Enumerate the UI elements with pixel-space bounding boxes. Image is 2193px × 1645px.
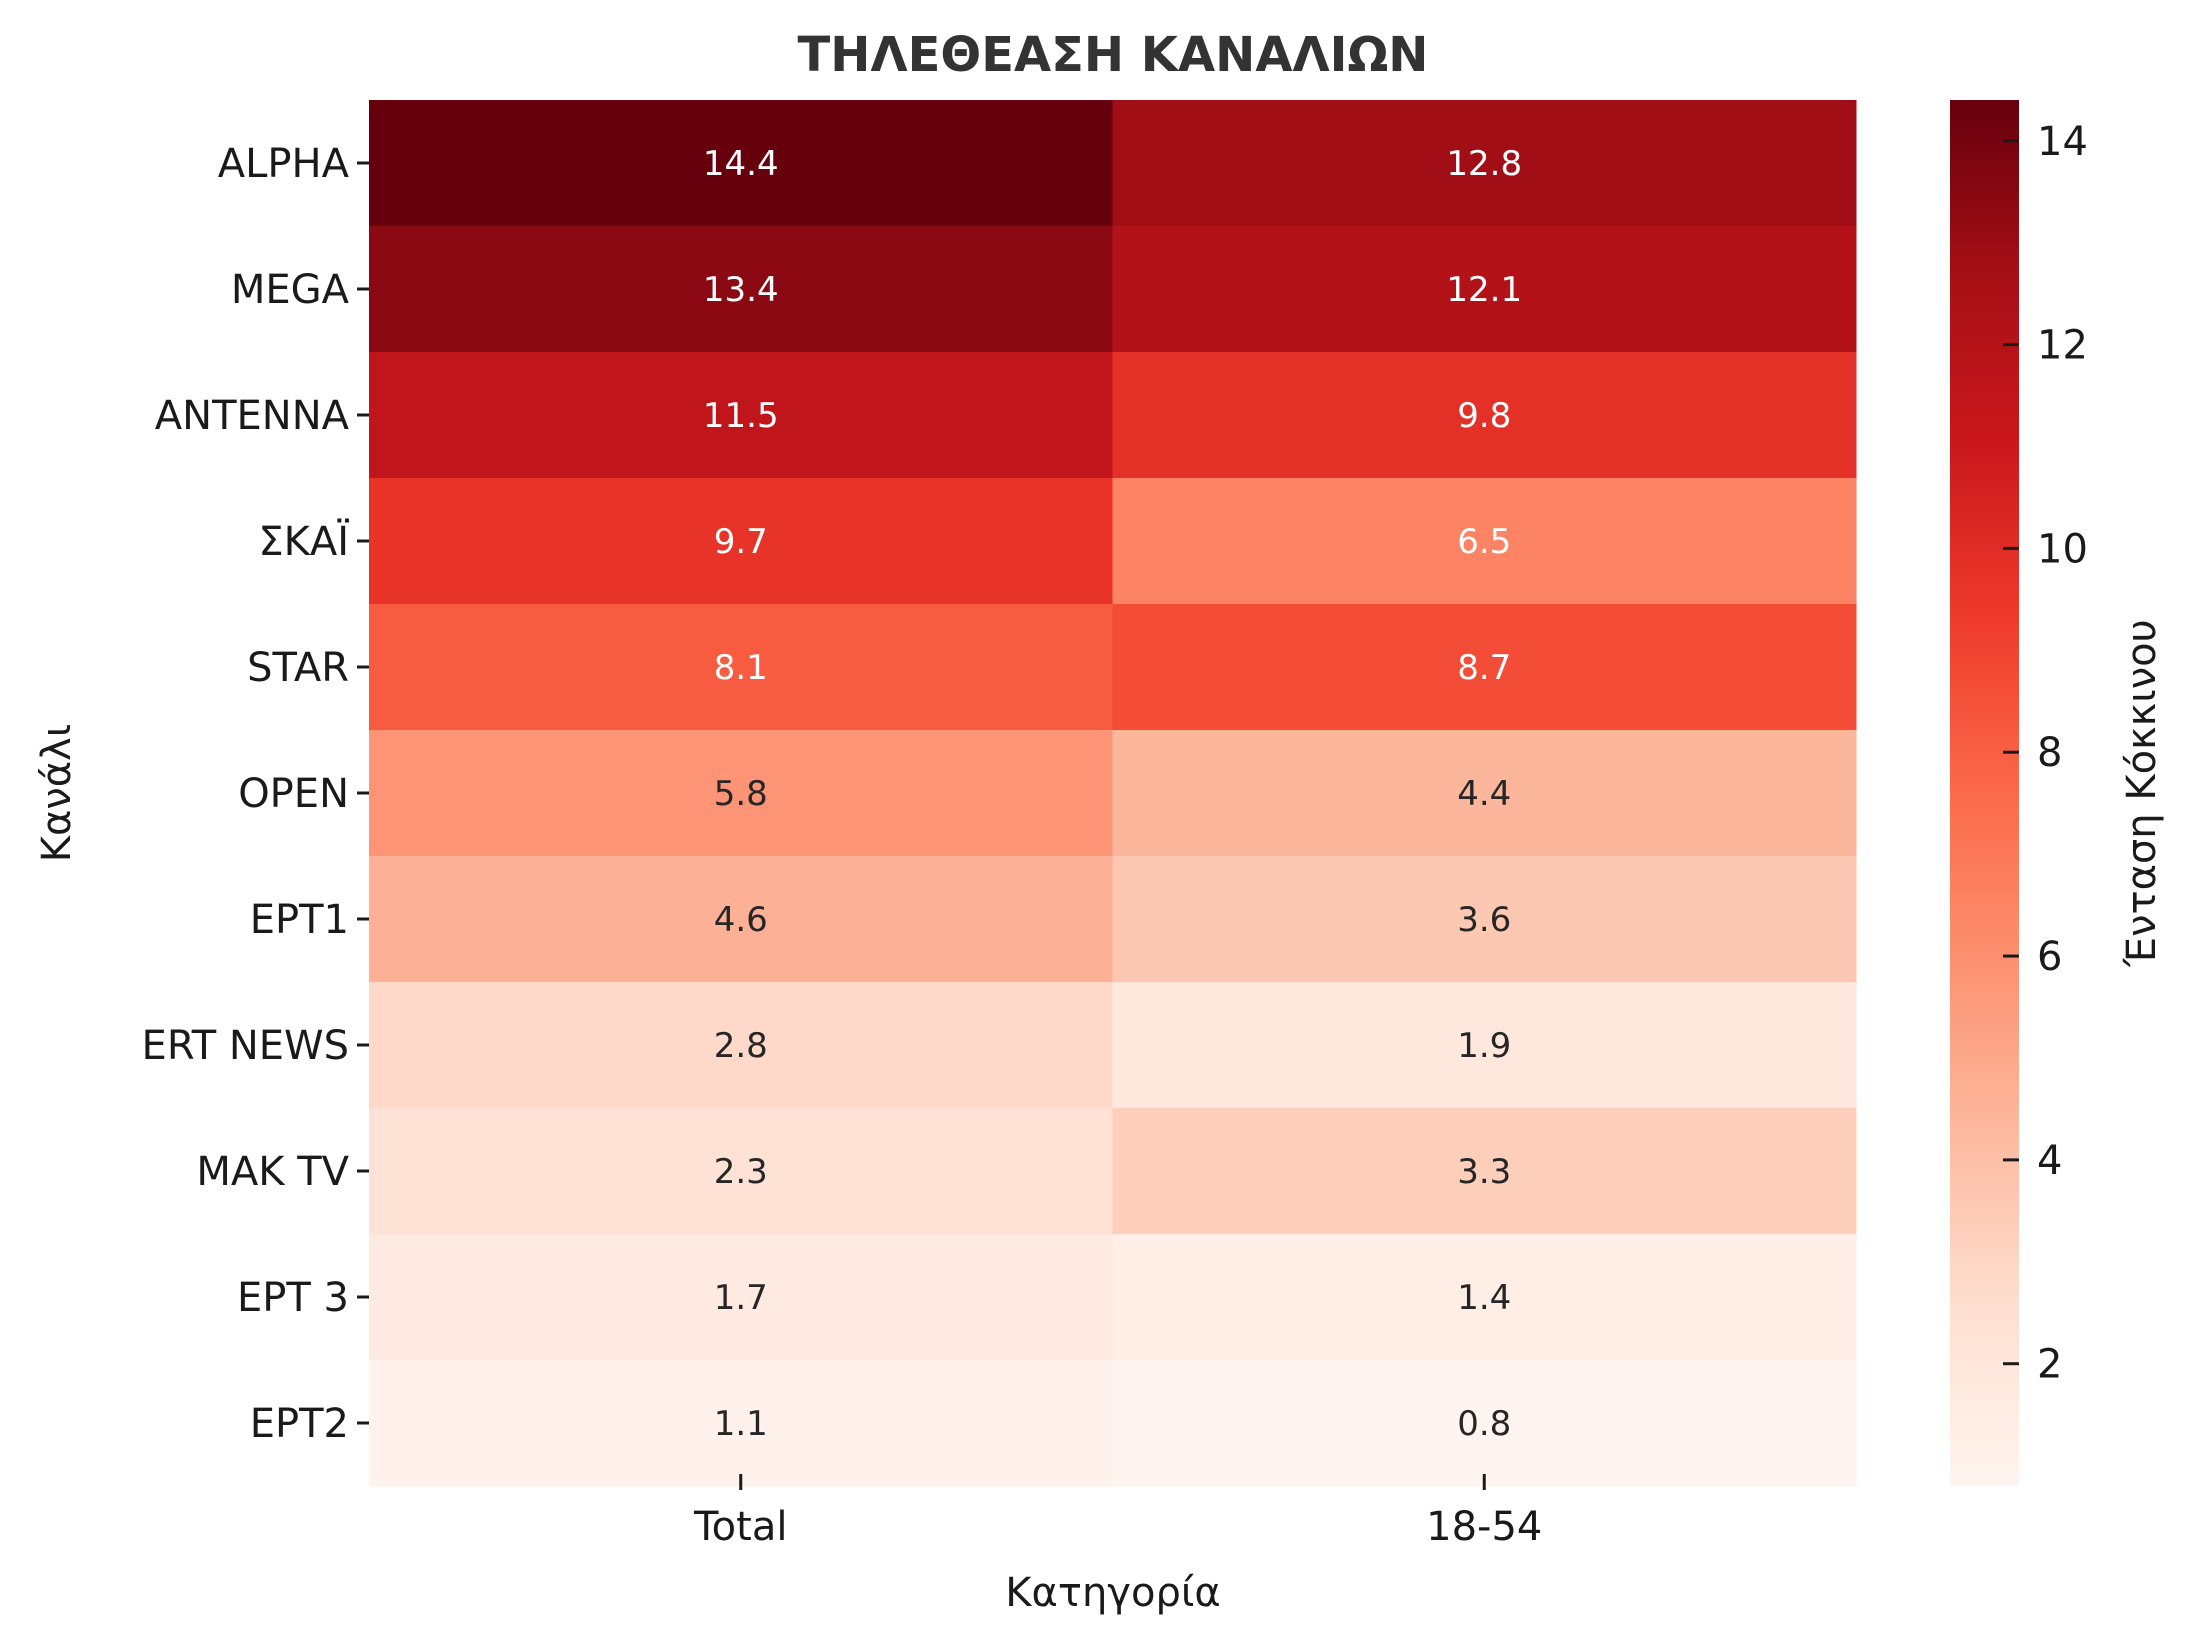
y-tick-label: ANTENNA (155, 393, 350, 439)
colorbar-tick-label: 14 (2037, 119, 2088, 165)
colorbar-tick-label: 8 (2037, 730, 2062, 776)
heatmap-cell (369, 1360, 1113, 1487)
heatmap-cell (1112, 226, 1857, 353)
cell-value-label: 3.3 (1457, 1152, 1511, 1192)
chart-title: ΤΗΛΕΘΕΑΣΗ ΚΑΝΑΛΙΩΝ (798, 27, 1429, 83)
cell-value-label: 5.8 (714, 774, 768, 814)
y-tick-label: EPT1 (250, 897, 349, 943)
heatmap-cell (1112, 1108, 1857, 1235)
cell-value-label: 1.4 (1457, 1278, 1511, 1318)
y-tick-label: EPT2 (250, 1401, 349, 1447)
cell-value-label: 14.4 (703, 144, 779, 184)
cell-value-label: 1.7 (714, 1278, 768, 1318)
heatmap-cell (1112, 604, 1857, 731)
y-tick-label: EPT 3 (237, 1275, 349, 1321)
y-tick-label: OPEN (238, 771, 349, 817)
cell-value-label: 12.1 (1446, 270, 1522, 310)
colorbar-tick-label: 2 (2037, 1342, 2062, 1388)
heatmap-cell (1112, 730, 1857, 857)
heatmap-cell (1112, 100, 1857, 227)
heatmap-cells (369, 100, 1857, 1487)
heatmap-cell (369, 352, 1113, 479)
colorbar-tick-label: 12 (2037, 323, 2088, 369)
cell-value-label: 9.8 (1457, 396, 1511, 436)
cell-value-label: 4.4 (1457, 774, 1511, 814)
colorbar-label: Ένταση Κόκκινου (2119, 619, 2165, 967)
cell-value-label: 0.8 (1457, 1404, 1511, 1444)
cell-value-label: 9.7 (714, 522, 768, 562)
y-axis: ALPHA MEGA ANTENNA ΣΚΑΪ STAR OPEN EPT1 ERT NEWS… (142, 141, 369, 1447)
heatmap-cell (1112, 982, 1857, 1109)
cell-value-label: 1.9 (1457, 1026, 1511, 1066)
x-axis: Total 18-54 (693, 1474, 1542, 1550)
y-axis-label: Κανάλι (34, 724, 80, 863)
heatmap-cell (369, 100, 1113, 227)
y-tick-label: MAK TV (196, 1149, 349, 1195)
x-tick-label: 18-54 (1426, 1504, 1542, 1550)
heatmap-cell (1112, 478, 1857, 605)
cell-value-label: 8.1 (714, 648, 768, 688)
heatmap-cell (369, 730, 1113, 857)
heatmap-cell (1112, 1360, 1857, 1487)
heatmap-cell (1112, 352, 1857, 479)
cell-value-label: 4.6 (714, 900, 768, 940)
heatmap-cell (369, 856, 1113, 983)
heatmap-cell (369, 226, 1113, 353)
colorbar: 2 4 6 8 10 12 14 Ένταση Κόκκινου (1950, 100, 2165, 1486)
colorbar-tick-label: 10 (2037, 526, 2088, 572)
cell-value-label: 13.4 (703, 270, 779, 310)
cell-value-label: 2.8 (714, 1026, 768, 1066)
y-tick-label: ALPHA (218, 141, 350, 187)
heatmap-cell (369, 478, 1113, 605)
cell-value-label: 12.8 (1446, 144, 1522, 184)
x-axis-label: Κατηγορία (1005, 1570, 1220, 1616)
cell-value-label: 1.1 (714, 1404, 768, 1444)
cell-value-label: 2.3 (714, 1152, 768, 1192)
heatmap-cell (369, 604, 1113, 731)
y-tick-label: STAR (247, 645, 349, 691)
heatmap-cell (1112, 856, 1857, 983)
heatmap-cell (369, 1234, 1113, 1361)
cell-value-label: 11.5 (703, 396, 779, 436)
heatmap-cell (1112, 1234, 1857, 1361)
heatmap-cell (369, 1108, 1113, 1235)
heatmap-annotations: 14.4 12.8 13.4 12.1 11.5 9.8 9.7 6.5 8.1 8.7 5.8 4.… (703, 144, 1522, 1444)
y-tick-label: ERT NEWS (142, 1023, 349, 1069)
cell-value-label: 8.7 (1457, 648, 1511, 688)
y-tick-label: ΣΚΑΪ (258, 517, 349, 565)
colorbar-tick-label: 6 (2037, 934, 2062, 980)
colorbar-gradient (1950, 100, 2019, 1486)
colorbar-ticks: 2 4 6 8 10 12 14 (2003, 119, 2088, 1388)
x-tick-label: Total (693, 1504, 787, 1550)
cell-value-label: 3.6 (1457, 900, 1511, 940)
cell-value-label: 6.5 (1457, 522, 1511, 562)
heatmap-cell (369, 982, 1113, 1109)
colorbar-tick-label: 4 (2037, 1138, 2062, 1184)
y-tick-label: MEGA (231, 267, 350, 313)
